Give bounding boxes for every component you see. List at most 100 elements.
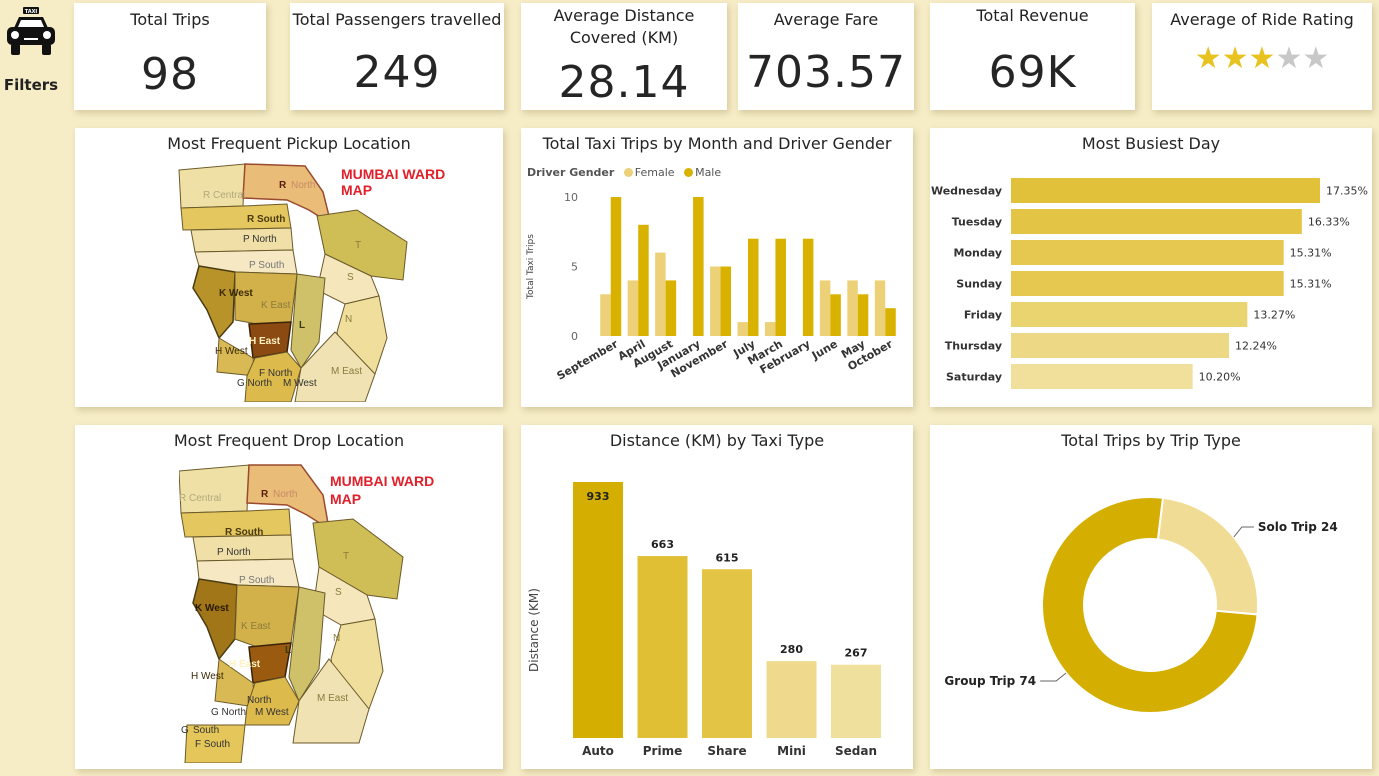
y-axis-title: Distance (KM): [527, 588, 541, 672]
bar-female: [627, 280, 639, 336]
kpi-value: 28.14: [558, 57, 690, 108]
pickup-ward-map[interactable]: R Central R North R South P North P Sout…: [175, 162, 415, 402]
kpi-value: 69K: [988, 47, 1077, 98]
bar-male: [720, 266, 732, 336]
ward-label: P North: [217, 547, 251, 558]
trips-by-trip-type-chart[interactable]: Solo Trip 24 Group Trip 74: [930, 425, 1372, 769]
ward-label: R: [279, 180, 287, 191]
data-label: 10.20%: [1199, 371, 1241, 384]
bar-male: [775, 238, 786, 336]
star-filled-icon: ★: [1221, 41, 1249, 76]
ward-label: P South: [239, 575, 274, 586]
bar: [573, 482, 623, 738]
bar-female: [874, 280, 886, 336]
kpi-total-revenue[interactable]: Total Revenue 69K: [930, 3, 1135, 110]
category-label: Tuesday: [952, 216, 1002, 229]
busiest-day-chart[interactable]: Wednesday 17.35% Tuesday 16.33% Monday 15.31%…: [930, 128, 1372, 407]
ward-label: H West: [191, 671, 224, 682]
bar: [1011, 333, 1229, 358]
taxi-icon[interactable]: TAXI: [2, 4, 60, 62]
y-axis-title: Total Taxi Trips: [526, 234, 536, 300]
ward-label: P North: [243, 234, 277, 245]
ward-label: L: [299, 320, 305, 331]
ward-label: G North: [211, 707, 246, 718]
ward-label: P South: [249, 260, 284, 271]
star-filled-icon: ★: [1194, 41, 1222, 76]
data-label: 12.24%: [1235, 340, 1277, 353]
legend-label-female: Female: [634, 166, 675, 179]
category-label: Wednesday: [931, 185, 1002, 198]
panel-title: Most Frequent Pickup Location: [167, 134, 411, 153]
x-tick-label: Prime: [643, 744, 682, 758]
bar-female: [764, 322, 776, 336]
data-label: 663: [651, 538, 674, 551]
trips-by-month-panel[interactable]: Total Taxi Trips by Month and Driver Gen…: [521, 128, 913, 407]
x-tick-label: September: [555, 337, 621, 383]
star-filled-icon: ★: [1248, 41, 1276, 76]
map-caption-line1: MUMBAI WARD: [341, 166, 446, 182]
kpi-average-rating[interactable]: Average of Ride Rating ★★★★★: [1152, 3, 1372, 110]
drop-location-panel[interactable]: Most Frequent Drop Location R Central R …: [75, 425, 503, 769]
bar-male: [830, 294, 841, 336]
data-label: 615: [716, 551, 739, 564]
ward-label: K West: [195, 603, 229, 614]
ward-label: N: [345, 314, 352, 325]
ward-label: K West: [219, 288, 253, 299]
ward-label: H East: [249, 336, 281, 347]
ward-label: S: [335, 587, 342, 598]
ward-label: North: [247, 695, 271, 706]
kpi-title: Average of Ride Rating: [1170, 10, 1354, 29]
pickup-location-panel[interactable]: Most Frequent Pickup Location R Central …: [75, 128, 503, 407]
ward-label: K East: [241, 621, 271, 632]
data-label: 15.31%: [1290, 247, 1332, 260]
data-label: 267: [845, 647, 868, 660]
ward-label: R Central: [203, 190, 245, 201]
kpi-average-distance[interactable]: Average Distance Covered (KM) 28.14: [521, 3, 727, 110]
panel-title: Total Trips by Trip Type: [1061, 431, 1241, 450]
ward-label: R South: [225, 527, 263, 538]
bar-male: [693, 197, 704, 336]
kpi-title: Total Revenue: [976, 6, 1089, 25]
data-label: 15.31%: [1290, 278, 1332, 291]
legend-swatch-female: [623, 168, 633, 177]
distance-by-taxi-type-panel[interactable]: Distance (KM) by Taxi Type Distance (KM)…: [521, 425, 913, 769]
ward-label: M East: [331, 366, 362, 377]
bar-female: [819, 280, 831, 336]
sidebar: TAXI Filters: [0, 0, 62, 776]
drop-ward-map[interactable]: R Central R North R South P North P Sout…: [179, 463, 411, 763]
filters-button[interactable]: Filters: [3, 76, 59, 94]
bar: [1011, 271, 1284, 296]
kpi-total-trips[interactable]: Total Trips 98: [74, 3, 266, 110]
ward-label: M East: [317, 693, 348, 704]
panel-title: Most Busiest Day: [1081, 134, 1221, 153]
distance-by-taxi-type-chart[interactable]: Distance (KM) 933 Auto 663 Prime 615 Share 280 M…: [521, 425, 913, 769]
category-label: Friday: [964, 309, 1002, 322]
category-label: Monday: [954, 247, 1002, 260]
kpi-title: Average Fare: [773, 10, 879, 29]
bar-female: [737, 322, 748, 336]
kpi-value: 98: [141, 49, 199, 100]
ward-label: North: [273, 489, 297, 500]
bar-male: [610, 197, 622, 336]
data-label: Solo Trip 24: [1258, 520, 1338, 534]
data-label: 933: [587, 490, 610, 503]
x-tick-label: Sedan: [835, 744, 877, 758]
data-label: 16.33%: [1308, 216, 1350, 229]
bar-male: [665, 280, 677, 336]
kpi-average-fare[interactable]: Average Fare 703.57: [738, 3, 914, 110]
x-tick-label: June: [809, 337, 840, 362]
trips-by-trip-type-panel[interactable]: Total Trips by Trip Type Solo Trip 24 Gro…: [930, 425, 1372, 769]
y-tick-label: 0: [571, 330, 578, 343]
map-caption-line2: MAP: [341, 182, 373, 198]
ward-label: North: [291, 180, 315, 191]
bar: [1011, 240, 1284, 265]
kpi-total-passengers[interactable]: Total Passengers travelled 249: [290, 3, 504, 110]
bar: [1011, 178, 1320, 203]
ward-label: M West: [255, 707, 289, 718]
panel-title: Total Taxi Trips by Month and Driver Gen…: [542, 134, 892, 153]
busiest-day-panel[interactable]: Most Busiest Day Wednesday 17.35% Tuesday 1…: [930, 128, 1372, 407]
kpi-value: 249: [353, 47, 441, 98]
ward-label: R South: [247, 214, 285, 225]
kpi-title-line2: Covered (KM): [569, 28, 679, 47]
